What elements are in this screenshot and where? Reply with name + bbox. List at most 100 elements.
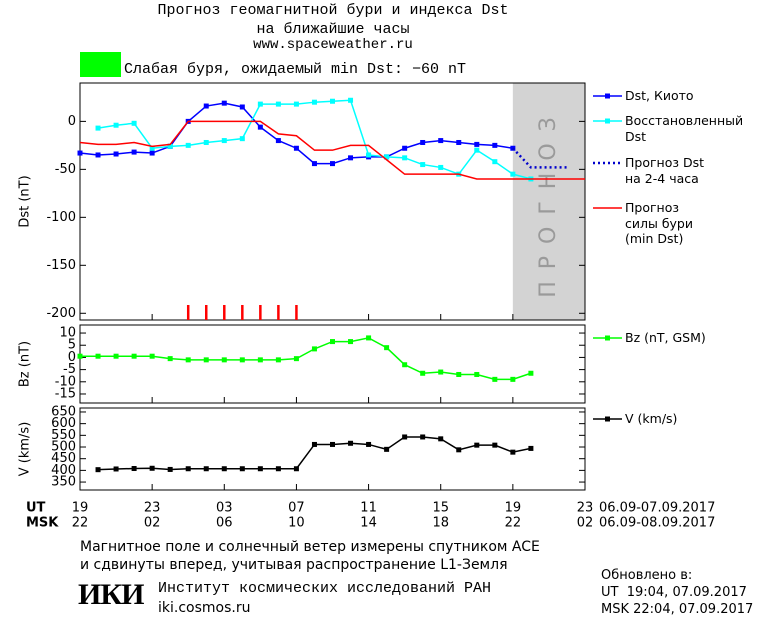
point — [257, 101, 263, 107]
point — [384, 345, 390, 351]
y-tick-label: 550 — [51, 428, 76, 443]
updated-ut: UT 19:04, 07.09.2017 — [601, 585, 747, 600]
y-tick-label: 450 — [51, 451, 76, 466]
x-tick-label: 22 — [505, 516, 522, 531]
point — [239, 136, 245, 142]
point — [149, 353, 155, 359]
point — [95, 125, 101, 131]
point — [113, 122, 119, 128]
point — [203, 139, 209, 145]
x-tick-label: 02 — [577, 516, 594, 531]
point — [293, 101, 299, 107]
point — [474, 371, 480, 377]
point — [420, 370, 426, 376]
x-tick-label: 06 — [216, 516, 233, 531]
x-tick-label: 11 — [360, 501, 377, 516]
x-tick-label: 23 — [577, 501, 594, 516]
y-tick-label: 0 — [68, 350, 76, 365]
series-line — [79, 120, 585, 180]
y-tick-label: -150 — [46, 258, 76, 273]
title: Прогноз геомагнитной бури и индекса Dst … — [157, 2, 509, 38]
y-tick-label: -10 — [55, 374, 76, 389]
x-tick-label: 19 — [72, 501, 89, 516]
point — [311, 161, 317, 167]
point — [438, 369, 444, 375]
msk-range: 06.09-08.09.2017 — [599, 516, 715, 531]
series-line — [98, 436, 532, 471]
point — [402, 434, 408, 440]
point — [311, 441, 317, 447]
legend-label: Прогноз Dst на 2-4 часа — [625, 155, 705, 186]
forecast-region — [512, 83, 585, 320]
legend-marker — [605, 335, 610, 341]
ut-label: UT — [26, 501, 46, 516]
y-tick-label: -50 — [55, 162, 76, 177]
point — [348, 440, 354, 446]
point — [474, 147, 480, 153]
point — [185, 357, 191, 363]
point — [77, 353, 83, 359]
point — [149, 150, 155, 156]
point — [203, 466, 209, 472]
point — [402, 145, 408, 151]
point — [203, 103, 209, 109]
point — [438, 164, 444, 170]
point — [348, 339, 354, 345]
point — [402, 155, 408, 161]
y-tick-label: 0 — [68, 114, 76, 129]
point — [131, 353, 137, 359]
ut-range: 06.09-07.09.2017 — [599, 501, 715, 516]
logo: ИКИ — [78, 578, 144, 611]
point — [221, 138, 227, 144]
legend-label: Восстановленный Dst — [625, 113, 744, 144]
point — [167, 466, 173, 472]
point — [384, 446, 390, 452]
y-tick-label: 350 — [51, 475, 76, 490]
point — [239, 357, 245, 363]
point — [185, 142, 191, 148]
point — [366, 335, 372, 341]
y-tick-label: -5 — [63, 362, 76, 377]
msk-label: MSK — [26, 516, 59, 531]
point — [330, 339, 335, 345]
point — [366, 152, 372, 158]
x-tick-label: 18 — [432, 516, 449, 531]
y-tick-label: 500 — [51, 440, 76, 455]
plot-frame — [79, 82, 586, 321]
y-tick-label: 5 — [68, 338, 76, 353]
y-tick-label: -15 — [55, 386, 76, 401]
point — [131, 120, 137, 126]
point — [293, 356, 299, 362]
point — [330, 441, 335, 447]
point — [402, 362, 408, 368]
x-tick-label: 23 — [144, 501, 161, 516]
point — [167, 143, 173, 149]
point — [366, 441, 372, 447]
x-tick-label: 22 — [72, 516, 89, 531]
point — [510, 171, 516, 177]
legend-marker — [605, 93, 610, 99]
point — [77, 150, 83, 156]
point — [185, 466, 191, 472]
point — [167, 356, 173, 362]
site: iki.cosmos.ru — [158, 600, 251, 616]
point — [95, 467, 101, 473]
url: www.spaceweather.ru — [253, 37, 413, 53]
point — [474, 141, 480, 147]
point — [474, 442, 480, 448]
point — [113, 353, 119, 359]
y-tick-label: -100 — [46, 210, 76, 225]
point — [293, 466, 299, 472]
y-tick-label: -200 — [46, 306, 76, 321]
point — [510, 449, 516, 455]
legend-marker — [605, 416, 610, 422]
point — [528, 370, 534, 376]
y-axis-label: V (km/s) — [18, 422, 33, 477]
point — [528, 445, 534, 451]
point — [257, 466, 263, 472]
point — [456, 447, 462, 453]
plot-frame — [79, 407, 586, 491]
point — [257, 124, 263, 130]
plot-frame — [79, 324, 586, 404]
